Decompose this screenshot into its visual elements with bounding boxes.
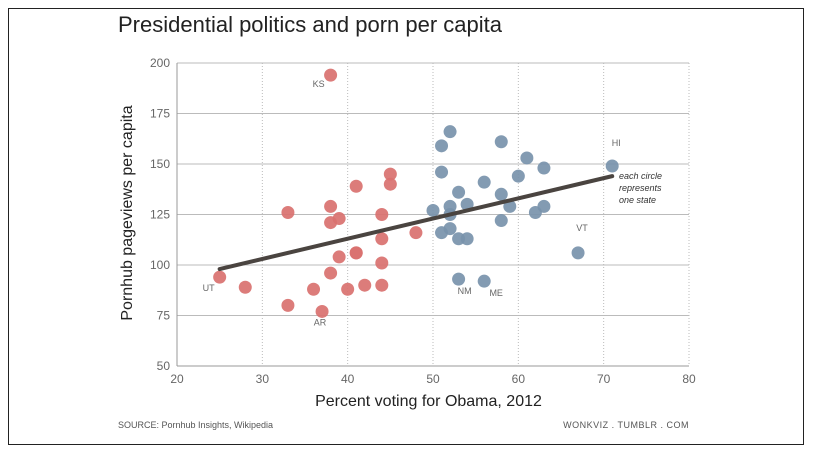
x-tick-label: 80 <box>682 372 696 386</box>
romney-state-point <box>324 266 338 280</box>
annotation-line: one state <box>619 195 656 205</box>
obama-state-point <box>452 272 466 286</box>
state-label: ME <box>489 288 503 298</box>
romney-state-point <box>375 208 389 221</box>
romney-state-point <box>281 298 295 312</box>
x-tick-label: 70 <box>597 372 611 386</box>
credit-note: WONKVIZ . TUMBLR . COM <box>563 420 689 430</box>
romney-state-point <box>349 179 363 193</box>
romney-state-point <box>281 205 295 219</box>
romney-state-point <box>358 278 372 292</box>
obama-state-point <box>571 246 585 260</box>
y-tick-label: 75 <box>157 309 171 323</box>
state-label: AR <box>314 317 327 327</box>
obama-state-point <box>460 232 474 246</box>
obama-state-point <box>477 274 491 288</box>
obama-state-point <box>605 159 619 173</box>
romney-state-point <box>332 212 346 226</box>
obama-state-point <box>443 125 457 139</box>
romney-state-point <box>324 68 338 82</box>
y-tick-label: 150 <box>150 157 170 171</box>
y-tick-label: 200 <box>150 56 170 70</box>
obama-state-point <box>435 139 449 153</box>
romney-state-point <box>409 226 423 240</box>
state-label: HI <box>612 138 621 148</box>
y-tick-label: 125 <box>150 208 170 222</box>
trend-line <box>217 174 615 272</box>
y-tick-label: 100 <box>150 258 170 272</box>
romney-state-point <box>307 282 321 296</box>
romney-state-point <box>315 304 329 318</box>
romney-state-point <box>383 167 397 181</box>
obama-state-point <box>537 161 551 175</box>
y-tick-label: 50 <box>157 359 171 373</box>
source-note: SOURCE: Pornhub Insights, Wikipedia <box>118 420 274 430</box>
x-tick-label: 30 <box>256 372 270 386</box>
annotation-line: each circle <box>619 171 662 181</box>
x-tick-label: 60 <box>512 372 526 386</box>
romney-state-point <box>324 199 338 213</box>
romney-state-point <box>332 250 346 264</box>
obama-state-point <box>511 169 525 183</box>
x-tick-label: 50 <box>426 372 440 386</box>
obama-state-point <box>452 185 466 199</box>
y-tick-label: 175 <box>150 107 170 121</box>
obama-state-point <box>443 222 457 236</box>
romney-state-point <box>375 232 389 246</box>
state-label: NM <box>458 286 472 296</box>
romney-state-point <box>375 278 389 292</box>
romney-state-point <box>383 177 397 191</box>
romney-state-point <box>213 270 227 284</box>
chart-title: Presidential politics and porn per capit… <box>118 12 503 37</box>
romney-state-point <box>238 280 252 294</box>
state-label: UT <box>203 283 215 293</box>
obama-state-point <box>426 203 440 217</box>
romney-state-point <box>349 246 363 260</box>
romney-state-point <box>375 256 389 270</box>
obama-state-point <box>477 175 491 189</box>
state-label: KS <box>313 79 325 89</box>
romney-state-point <box>341 282 355 296</box>
x-axis-label: Percent voting for Obama, 2012 <box>315 393 542 410</box>
x-tick-label: 20 <box>170 372 184 386</box>
state-label: VT <box>576 223 588 233</box>
obama-state-point <box>520 151 534 165</box>
obama-state-point <box>537 199 551 213</box>
obama-state-point <box>494 187 508 201</box>
obama-state-point <box>494 214 508 228</box>
x-tick-label: 40 <box>341 372 355 386</box>
annotation-line: represents <box>619 183 662 193</box>
obama-state-point <box>435 165 449 179</box>
obama-state-point <box>494 135 508 149</box>
